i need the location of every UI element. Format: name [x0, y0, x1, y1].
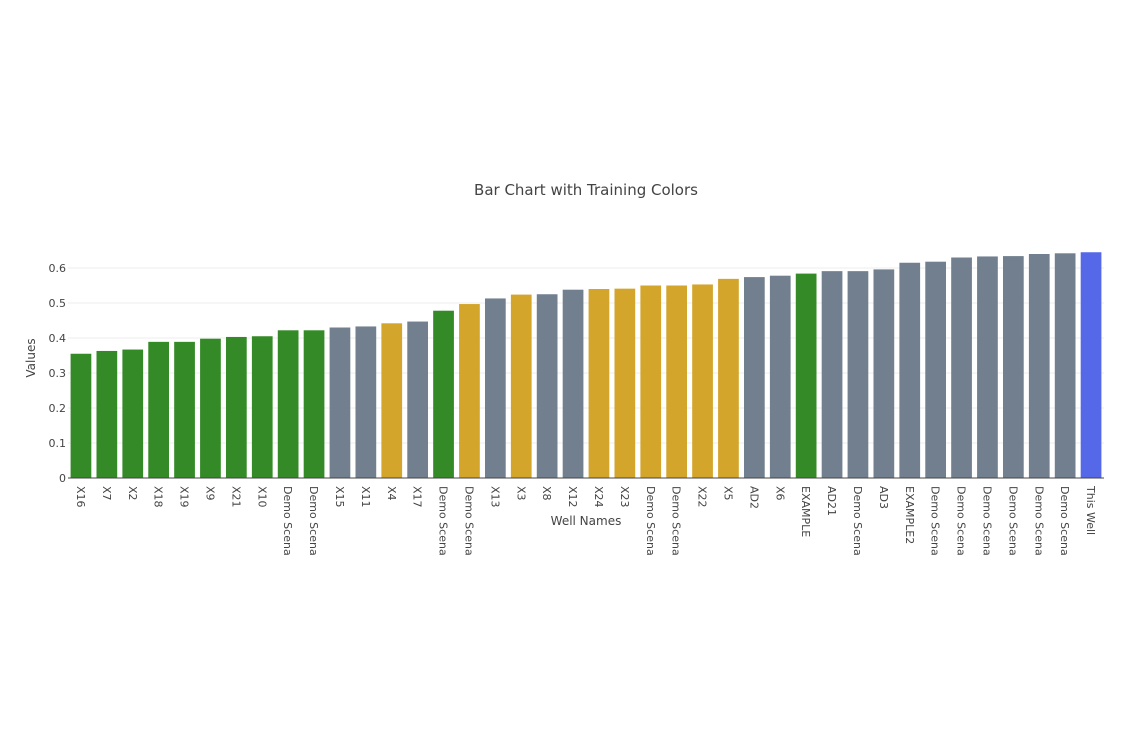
y-tick-label: 0.1	[49, 437, 67, 450]
bar[interactable]	[873, 269, 895, 478]
bar[interactable]	[951, 257, 972, 479]
bar[interactable]	[355, 326, 377, 478]
bar[interactable]	[70, 353, 92, 478]
bar[interactable]	[718, 278, 739, 478]
x-tick-label: X5	[721, 486, 734, 501]
x-tick-label: X15	[333, 486, 346, 508]
y-axis-title: Values	[24, 338, 38, 377]
x-tick-label: AD3	[877, 486, 890, 509]
x-tick-label: EXAMPLE	[799, 486, 812, 537]
bar[interactable]	[484, 298, 506, 478]
x-tick-label: X11	[359, 486, 372, 508]
bar[interactable]	[743, 277, 765, 478]
bar[interactable]	[666, 285, 688, 479]
x-tick-label: Demo Scena	[929, 486, 942, 556]
bar[interactable]	[692, 284, 713, 478]
x-tick-label: AD2	[747, 486, 760, 509]
bar[interactable]	[174, 341, 195, 478]
x-tick-label: X8	[540, 486, 553, 501]
bar[interactable]	[795, 273, 817, 478]
bar[interactable]	[381, 323, 403, 478]
bar[interactable]	[588, 289, 610, 478]
bar[interactable]	[562, 289, 584, 478]
bar[interactable]	[251, 336, 273, 478]
x-tick-label: Demo Scena	[307, 486, 320, 556]
bar[interactable]	[459, 304, 480, 478]
x-tick-label: Demo Scena	[437, 486, 450, 556]
x-tick-label: X2	[126, 486, 139, 501]
x-tick-label: AD21	[825, 486, 838, 516]
bar[interactable]	[433, 310, 454, 478]
x-tick-label: Demo Scena	[980, 486, 993, 556]
bar[interactable]	[303, 330, 325, 478]
bar[interactable]	[1054, 253, 1076, 478]
bar[interactable]	[510, 294, 532, 478]
x-tick-label: X9	[203, 486, 216, 501]
bar[interactable]	[1080, 252, 1102, 478]
x-tick-label: Demo Scena	[1032, 486, 1045, 556]
x-tick-label: Demo Scena	[851, 486, 864, 556]
x-tick-label: Demo Scena	[955, 486, 968, 556]
x-tick-label: X18	[152, 486, 165, 508]
bar[interactable]	[148, 341, 170, 478]
x-tick-label: X23	[618, 486, 631, 508]
bar[interactable]	[899, 262, 921, 478]
x-tick-label: X21	[229, 486, 242, 508]
bar[interactable]	[1002, 256, 1024, 478]
x-tick-label: X12	[566, 486, 579, 508]
y-tick-label: 0.3	[49, 367, 67, 380]
x-tick-label: Demo Scena	[462, 486, 475, 556]
bar[interactable]	[200, 338, 221, 478]
x-tick-label: Demo Scena	[1006, 486, 1019, 556]
x-tick-label: X19	[178, 486, 191, 508]
x-tick-label: X10	[255, 486, 268, 508]
x-tick-label: X16	[74, 486, 87, 508]
x-tick-label: X7	[100, 486, 113, 501]
x-tick-labels: X16 X7 X2 X18 X19 X9 X21 X10 Demo Scena Demo Scen…	[74, 485, 1097, 556]
bar[interactable]	[769, 275, 791, 478]
x-tick-label: X6	[773, 486, 786, 501]
bar[interactable]	[925, 261, 947, 478]
bar[interactable]	[977, 256, 998, 478]
chart-title: Bar Chart with Training Colors	[474, 181, 698, 199]
bar[interactable]	[640, 285, 662, 479]
y-tick-label: 0	[59, 472, 66, 485]
x-tick-label: EXAMPLE2	[903, 486, 916, 544]
x-axis-title: Well Names	[551, 514, 622, 528]
x-tick-label: X3	[514, 486, 527, 501]
x-tick-label: Demo Scena	[1058, 486, 1071, 556]
x-tick-label: X24	[592, 486, 605, 508]
bar[interactable]	[821, 271, 843, 478]
bar[interactable]	[277, 330, 299, 478]
x-tick-label: X17	[411, 486, 424, 508]
y-tick-label: 0.5	[49, 297, 67, 310]
y-tick-label: 0.2	[49, 402, 67, 415]
x-tick-label: X13	[488, 486, 501, 508]
bars	[70, 252, 1102, 479]
y-tick-label: 0.4	[49, 332, 67, 345]
y-tick-label: 0.6	[49, 262, 67, 275]
bar[interactable]	[847, 271, 869, 478]
gridlines	[68, 267, 1104, 444]
bar[interactable]	[122, 349, 144, 478]
bar[interactable]	[536, 294, 558, 478]
y-tick-labels: 0 0.1 0.2 0.3 0.4 0.5 0.6	[49, 262, 67, 485]
bar[interactable]	[1028, 254, 1050, 478]
x-tick-label: X4	[385, 486, 398, 501]
bar[interactable]	[329, 327, 351, 479]
bar[interactable]	[407, 321, 429, 478]
x-tick-label: This Well	[1084, 485, 1097, 535]
x-tick-label: Demo Scena	[670, 486, 683, 556]
bar[interactable]	[96, 350, 118, 478]
x-tick-label: X22	[696, 486, 709, 508]
bar[interactable]	[225, 336, 247, 478]
x-tick-label: Demo Scena	[644, 486, 657, 556]
x-tick-label: Demo Scena	[281, 486, 294, 556]
bar[interactable]	[614, 288, 636, 478]
